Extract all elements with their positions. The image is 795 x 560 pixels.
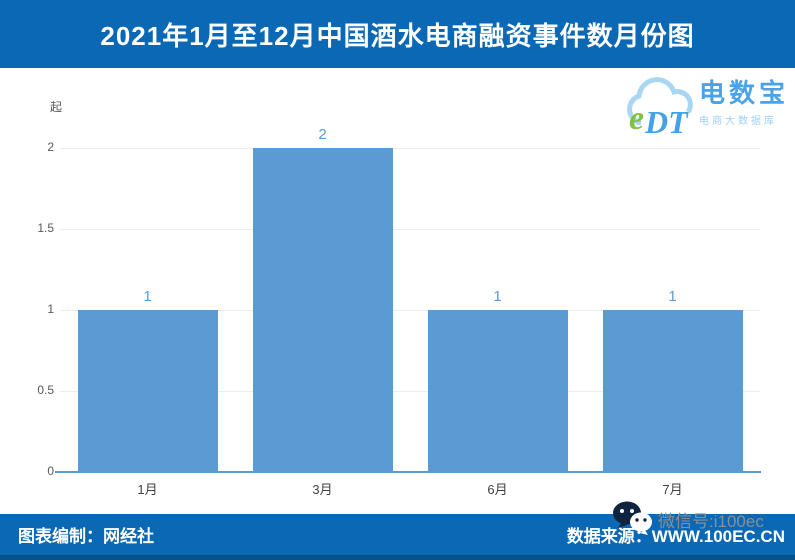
bar-7月 xyxy=(602,310,743,471)
y-axis-unit: 起 xyxy=(50,100,63,114)
cloud-logo-icon: e DT xyxy=(627,77,693,140)
x-tick-label: 6月 xyxy=(487,482,508,497)
wechat-label: 微信号:i100ec xyxy=(658,512,764,531)
edt-logo: e DT 电数宝 电商大数据库 xyxy=(621,71,791,143)
svg-text:e: e xyxy=(629,100,644,137)
bar-value-label: 2 xyxy=(318,126,327,143)
bar-6月 xyxy=(427,310,568,471)
gridline-y-2 xyxy=(60,148,760,149)
gridline-y-0.5 xyxy=(60,391,760,392)
y-tick-label: 1 xyxy=(47,302,54,316)
y-tick-label: 0 xyxy=(47,464,54,478)
x-axis-line xyxy=(55,471,761,473)
gridline-y-1 xyxy=(60,310,760,311)
bar-value-label: 1 xyxy=(668,288,677,305)
x-tick-label: 1月 xyxy=(137,482,158,497)
y-tick-label: 2 xyxy=(47,140,54,154)
footer-bar: 图表编制：网经社 数据来源：WWW.100EC.CN xyxy=(0,514,795,560)
logo-text: 电数宝 电商大数据库 xyxy=(699,79,789,127)
x-tick-label: 3月 xyxy=(312,482,333,497)
bar-value-label: 1 xyxy=(493,288,502,305)
gridline-y-1.5 xyxy=(60,229,760,230)
bar-1月 xyxy=(77,310,218,471)
logo-name: 电数宝 xyxy=(699,78,790,108)
logo-subtitle: 电商大数据库 xyxy=(699,115,777,127)
footer-credit: 图表编制：网经社 xyxy=(18,527,154,546)
bar-chart-plot: 起 0 0.5 1 1.5 2 1 1月 2 3月 1 6月 1 7月 xyxy=(0,68,795,514)
svg-text:DT: DT xyxy=(644,104,689,140)
bar-3月 xyxy=(252,148,393,471)
footer-source: 数据来源：WWW.100EC.CN xyxy=(566,527,785,546)
bar-value-label: 1 xyxy=(143,288,152,305)
page-title: 2021年1月至12月中国酒水电商融资事件数月份图 xyxy=(100,20,695,51)
wechat-badge: 微信号:i100ec xyxy=(612,501,764,535)
x-tick-label: 7月 xyxy=(662,482,683,497)
title-bar: 2021年1月至12月中国酒水电商融资事件数月份图 xyxy=(0,0,795,68)
y-tick-label: 0.5 xyxy=(37,383,54,397)
y-tick-label: 1.5 xyxy=(37,221,54,235)
wechat-icon xyxy=(613,501,652,535)
